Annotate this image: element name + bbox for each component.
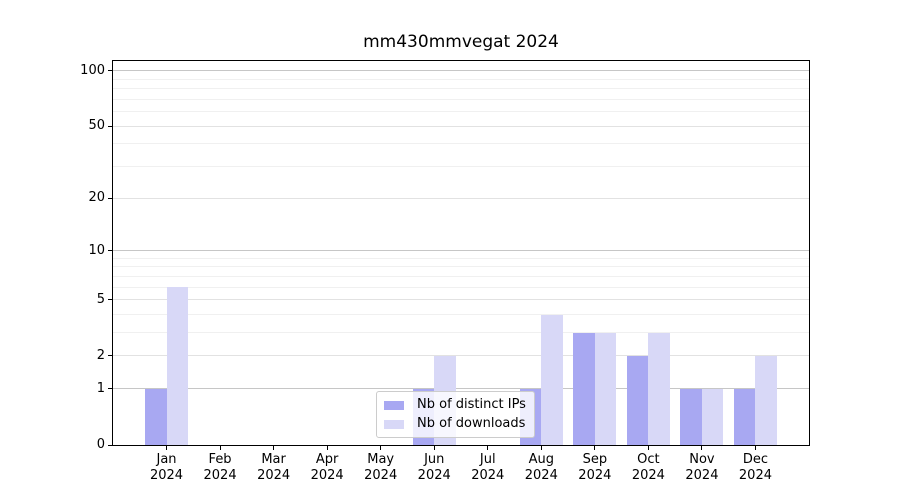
gridline-mid <box>113 355 809 357</box>
gridline-minor <box>113 332 809 334</box>
gridline-mid <box>113 197 809 199</box>
y-tick-mark <box>108 388 113 390</box>
y-tick-mark <box>108 125 113 127</box>
legend-item-distinct-ips: Nb of distinct IPs <box>384 397 526 413</box>
x-tick-label: Aug 2024 <box>524 452 558 483</box>
x-tick-mark <box>701 445 703 450</box>
legend-label-downloads: Nb of downloads <box>417 416 526 431</box>
gridline-minor <box>113 286 809 288</box>
x-tick-label: Jul 2024 <box>471 452 505 483</box>
y-tick-mark <box>108 250 113 252</box>
x-tick-label: Oct 2024 <box>631 452 665 483</box>
y-tick-mark <box>108 444 113 446</box>
gridline-minor <box>113 98 809 100</box>
legend-item-downloads: Nb of downloads <box>384 416 526 432</box>
bar-downloads-nov <box>701 388 724 445</box>
legend: Nb of distinct IPs Nb of downloads <box>376 391 535 438</box>
x-tick-label: Sep 2024 <box>578 452 612 483</box>
gridline-mid <box>113 299 809 301</box>
bar-downloads-oct <box>648 332 670 445</box>
gridline-minor <box>113 257 809 259</box>
gridline-major <box>113 250 809 252</box>
x-tick-mark <box>380 445 382 450</box>
y-tick-label: 0 <box>96 437 105 452</box>
bar-downloads-dec <box>755 355 777 445</box>
x-tick-label: May 2024 <box>364 452 398 483</box>
x-tick-mark <box>166 445 168 450</box>
gridline-minor <box>113 88 809 90</box>
bar-downloads-sep <box>594 332 617 445</box>
bar-distinct-ips-sep <box>573 332 595 445</box>
gridline-minor <box>113 78 809 80</box>
gridline-major <box>113 388 809 390</box>
x-tick-label: Jun 2024 <box>417 452 451 483</box>
y-tick-mark <box>108 299 113 301</box>
x-tick-label: Feb 2024 <box>203 452 237 483</box>
x-tick-mark <box>540 445 542 450</box>
x-tick-label: Apr 2024 <box>310 452 344 483</box>
bar-distinct-ips-nov <box>680 388 702 445</box>
x-tick-mark <box>219 445 221 450</box>
legend-label-distinct-ips: Nb of distinct IPs <box>417 397 526 412</box>
y-tick-label: 50 <box>88 118 105 134</box>
x-tick-mark <box>273 445 275 450</box>
gridline-minor <box>113 111 809 113</box>
bar-downloads-aug <box>541 314 563 445</box>
x-tick-mark <box>647 445 649 450</box>
y-tick-label: 10 <box>88 242 105 258</box>
y-tick-label: 2 <box>96 347 105 363</box>
bar-downloads-jan <box>166 287 189 445</box>
x-tick-mark <box>433 445 435 450</box>
y-tick-label: 20 <box>88 190 105 206</box>
y-tick-mark <box>108 355 113 357</box>
x-tick-label: Jan 2024 <box>149 452 184 483</box>
y-tick-label: 1 <box>96 380 105 396</box>
x-tick-mark <box>326 445 328 450</box>
y-tick-label: 100 <box>80 62 105 78</box>
x-tick-label: Dec 2024 <box>738 452 772 483</box>
bar-distinct-ips-oct <box>626 355 649 445</box>
x-tick-mark <box>594 445 596 450</box>
gridline-major <box>113 70 809 72</box>
y-tick-mark <box>108 70 113 72</box>
gridline-minor <box>113 166 809 168</box>
x-tick-mark <box>754 445 756 450</box>
x-tick-label: Mar 2024 <box>257 452 291 483</box>
plot-area: mm430mmvegat 2024 0 1 2 5 10 20 50 100 Jan 2024 F… <box>80 32 810 483</box>
x-tick-mark <box>487 445 489 450</box>
legend-swatch-downloads <box>384 419 404 429</box>
y-tick-mark <box>108 197 113 199</box>
x-tick-label: Nov 2024 <box>685 452 719 483</box>
gridline-minor <box>113 314 809 315</box>
bar-distinct-ips-dec <box>733 388 756 445</box>
y-tick-label: 5 <box>96 291 105 307</box>
gridline-minor <box>113 266 809 268</box>
legend-swatch-distinct-ips <box>384 400 404 410</box>
bar-distinct-ips-jan <box>145 388 167 445</box>
gridline-mid <box>113 125 809 127</box>
gridline-minor <box>113 143 809 145</box>
gridline-minor <box>113 275 809 277</box>
chart-title: mm430mmvegat 2024 <box>363 32 559 52</box>
